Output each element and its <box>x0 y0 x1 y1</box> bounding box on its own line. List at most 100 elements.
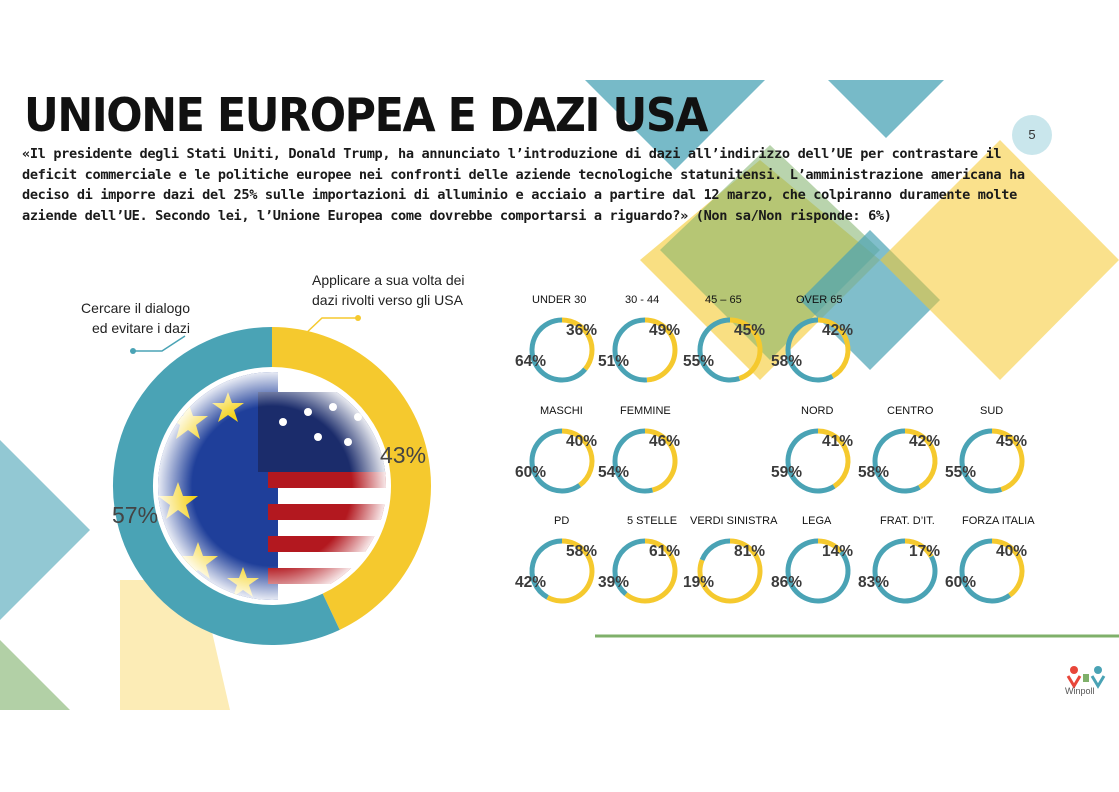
breakdown-ring: FRAT. D’IT. 17% 83% <box>858 515 946 607</box>
breakdown-ring-svg <box>612 428 678 494</box>
callout-dazi-line-2: dazi rivolti verso gli USA <box>312 292 463 308</box>
ring-segment-dialogo <box>612 538 646 597</box>
main-value-label-dialogo: 57% <box>112 502 159 528</box>
breakdown-value-dialogo: 55% <box>683 353 715 370</box>
breakdown-value-dazi: 45% <box>734 322 766 339</box>
breakdown-ring: 5 STELLE 61% 39% <box>598 515 686 607</box>
breakdown-value-dazi: 45% <box>996 433 1028 450</box>
breakdown-ring-svg <box>529 317 595 383</box>
breakdown-ring-svg <box>612 538 678 604</box>
breakdown-ring-label: SUD <box>980 405 1004 417</box>
breakdown-ring: OVER 65 42% 58% <box>771 294 859 386</box>
ring-segment-dialogo <box>785 538 851 604</box>
breakdown-value-dazi: 41% <box>822 433 854 450</box>
breakdown-ring-label: OVER 65 <box>796 294 843 306</box>
breakdown-ring-label: FEMMINE <box>620 405 671 417</box>
ring-segment-dialogo <box>697 317 741 383</box>
ring-segment-dazi <box>546 538 595 604</box>
breakdown-ring-svg <box>785 317 851 383</box>
ring-segment-dazi <box>991 538 1025 598</box>
breakdown-value-dazi: 14% <box>822 543 854 560</box>
breakdown-value-dazi: 58% <box>566 543 598 560</box>
ring-segment-dialogo <box>529 428 582 494</box>
callout-dialogo-line-1: Cercare il dialogo <box>81 300 190 316</box>
ring-segment-dialogo <box>699 538 731 562</box>
breakdown-ring: FORZA ITALIA 40% 60% <box>945 515 1035 607</box>
winpoll-logo: Winpoll <box>1062 662 1112 696</box>
ring-segment-dialogo <box>785 317 834 383</box>
breakdown-value-dazi: 40% <box>566 433 598 450</box>
ring-segment-dazi <box>644 428 678 493</box>
breakdown-ring-svg <box>529 538 595 604</box>
ring-segment-dialogo <box>959 428 1003 494</box>
breakdown-ring-svg <box>872 538 938 604</box>
ring-segment-dialogo <box>959 538 1012 604</box>
breakdown-ring-svg <box>872 428 938 494</box>
breakdown-ring-label: PD <box>554 515 570 527</box>
ring-segment-dialogo <box>529 538 563 600</box>
survey-question: «Il presidente degli Stati Uniti, Donald… <box>22 146 1025 224</box>
breakdown-ring: FEMMINE 46% 54% <box>598 405 686 497</box>
breakdown-ring-svg <box>785 428 851 494</box>
callout-dialogo-line-2: ed evitare i dazi <box>91 320 190 336</box>
breakdown-ring-svg <box>959 538 1025 604</box>
breakdown-ring: VERDI SINISTRA 81% 19% <box>683 515 777 607</box>
breakdown-value-dialogo: 60% <box>515 464 547 481</box>
breakdown-ring: NORD 41% 59% <box>771 405 859 497</box>
ring-segment-dazi <box>817 538 844 554</box>
eu-usa-flag-image <box>158 372 386 600</box>
ring-segment-dazi <box>729 317 763 381</box>
breakdown-ring-svg <box>612 317 678 383</box>
breakdown-value-dazi: 46% <box>649 433 681 450</box>
breakdown-value-dialogo: 58% <box>858 464 890 481</box>
breakdown-ring-label: CENTRO <box>887 405 934 417</box>
breakdown-value-dazi: 42% <box>822 322 854 339</box>
breakdown-value-dialogo: 86% <box>771 574 803 591</box>
ring-segment-dazi <box>561 317 595 371</box>
breakdown-value-dialogo: 60% <box>945 574 977 591</box>
main-value-label-dazi: 43% <box>380 442 427 468</box>
ring-segment-dazi <box>624 538 678 604</box>
breakdown-ring-svg <box>697 317 763 383</box>
breakdown-ring-label: VERDI SINISTRA <box>690 515 778 527</box>
breakdown-ring-svg <box>959 428 1025 494</box>
main-donut-segment-dialogo <box>113 327 340 645</box>
breakdown-ring-label: FORZA ITALIA <box>962 515 1035 527</box>
ring-segment-dazi <box>904 538 934 558</box>
ring-segment-dazi <box>697 538 763 604</box>
breakdown-value-dialogo: 51% <box>598 353 630 370</box>
breakdown-value-dialogo: 42% <box>515 574 547 591</box>
callout-dazi-line-1: Applicare a sua volta dei <box>312 272 465 288</box>
breakdown-ring: 45 – 65 45% 55% <box>683 294 771 386</box>
breakdown-value-dazi: 40% <box>996 543 1028 560</box>
ring-segment-dialogo <box>785 428 836 494</box>
main-donut-chart <box>112 326 432 646</box>
breakdown-value-dazi: 61% <box>649 543 681 560</box>
ring-segment-dialogo <box>872 538 938 604</box>
page-number-badge: 5 <box>1012 115 1052 155</box>
breakdown-value-dialogo: 83% <box>858 574 890 591</box>
ring-segment-dazi <box>817 317 851 379</box>
ring-segment-dazi <box>817 428 851 489</box>
breakdown-value-dazi: 17% <box>909 543 941 560</box>
breakdown-ring-label: 30 - 44 <box>625 294 660 306</box>
breakdown-ring-label: 5 STELLE <box>627 515 678 527</box>
breakdown-value-dialogo: 58% <box>771 353 803 370</box>
breakdown-value-dazi: 81% <box>734 543 766 560</box>
breakdown-value-dazi: 42% <box>909 433 941 450</box>
breakdown-ring: MASCHI 40% 60% <box>515 405 603 497</box>
callout-dazi: Applicare a sua volta dei dazi rivolti v… <box>312 270 497 310</box>
breakdown-ring-svg <box>697 538 763 604</box>
ring-segment-dialogo <box>612 428 654 494</box>
breakdown-ring: 30 - 44 49% 51% <box>598 294 686 386</box>
breakdown-value-dialogo: 59% <box>771 464 803 481</box>
breakdown-value-dazi: 49% <box>649 322 681 339</box>
breakdown-value-dialogo: 64% <box>515 353 547 370</box>
breakdown-ring: UNDER 30 36% 64% <box>515 294 603 386</box>
breakdown-ring: SUD 45% 55% <box>945 405 1033 497</box>
breakdown-ring-label: NORD <box>801 405 834 417</box>
breakdown-ring-label: UNDER 30 <box>532 294 587 306</box>
breakdown-ring: PD 58% 42% <box>515 515 603 607</box>
